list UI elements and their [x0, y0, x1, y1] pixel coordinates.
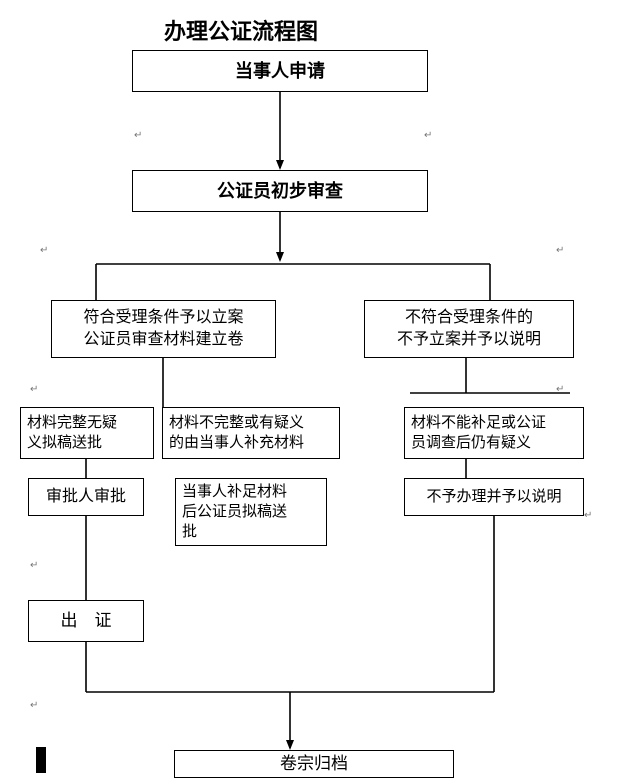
node-n1: 当事人申请: [132, 50, 428, 92]
paragraph-marker: ↵: [584, 510, 592, 521]
node-label: 出 证: [61, 610, 112, 633]
node-n8: 审批人审批: [28, 478, 144, 516]
node-label: 符合受理条件予以立案 公证员审查材料建立卷: [83, 307, 243, 350]
paragraph-marker: ↵: [30, 700, 38, 711]
node-label: 材料不完整或有疑义 的由当事人补充材料: [169, 413, 304, 454]
node-label: 当事人补足材料 后公证员拟稿送 批: [182, 482, 287, 543]
flowchart-canvas: 办理公证流程图 当事人申请公证员初步审查符合受理条件予以立案 公证员审查材料建立…: [0, 0, 625, 778]
paragraph-marker: ↵: [30, 560, 38, 571]
node-n10: 不予办理并予以说明: [404, 478, 584, 516]
node-n6: 材料不完整或有疑义 的由当事人补充材料: [162, 407, 340, 459]
node-n5: 材料完整无疑 义拟稿送批: [20, 407, 154, 459]
paragraph-marker: ↵: [424, 130, 432, 141]
paragraph-marker: ↵: [556, 245, 564, 256]
node-n4: 不符合受理条件的 不予立案并予以说明: [364, 300, 574, 358]
node-n11: 出 证: [28, 600, 144, 642]
paragraph-marker: ↵: [556, 384, 564, 395]
node-n12: 卷宗归档: [174, 750, 454, 778]
diagram-title: 办理公证流程图: [164, 14, 318, 46]
node-n2: 公证员初步审查: [132, 170, 428, 212]
node-n7: 材料不能补足或公证 员调查后仍有疑义: [404, 407, 584, 459]
node-label: 卷宗归档: [280, 753, 348, 776]
node-label: 当事人申请: [235, 59, 325, 83]
node-label: 公证员初步审查: [217, 179, 343, 203]
paragraph-marker: ↵: [30, 384, 38, 395]
paragraph-marker: ↵: [40, 245, 48, 256]
paragraph-marker: ↵: [134, 130, 142, 141]
node-label: 不符合受理条件的 不予立案并予以说明: [397, 307, 541, 350]
node-label: 不予办理并予以说明: [426, 487, 561, 507]
connector-layer: [0, 0, 625, 778]
node-label: 材料不能补足或公证 员调查后仍有疑义: [411, 413, 546, 454]
node-n9: 当事人补足材料 后公证员拟稿送 批: [175, 478, 327, 546]
black-bar: [36, 747, 46, 773]
node-n3: 符合受理条件予以立案 公证员审查材料建立卷: [51, 300, 276, 358]
node-label: 材料完整无疑 义拟稿送批: [27, 413, 117, 454]
node-label: 审批人审批: [46, 486, 126, 508]
